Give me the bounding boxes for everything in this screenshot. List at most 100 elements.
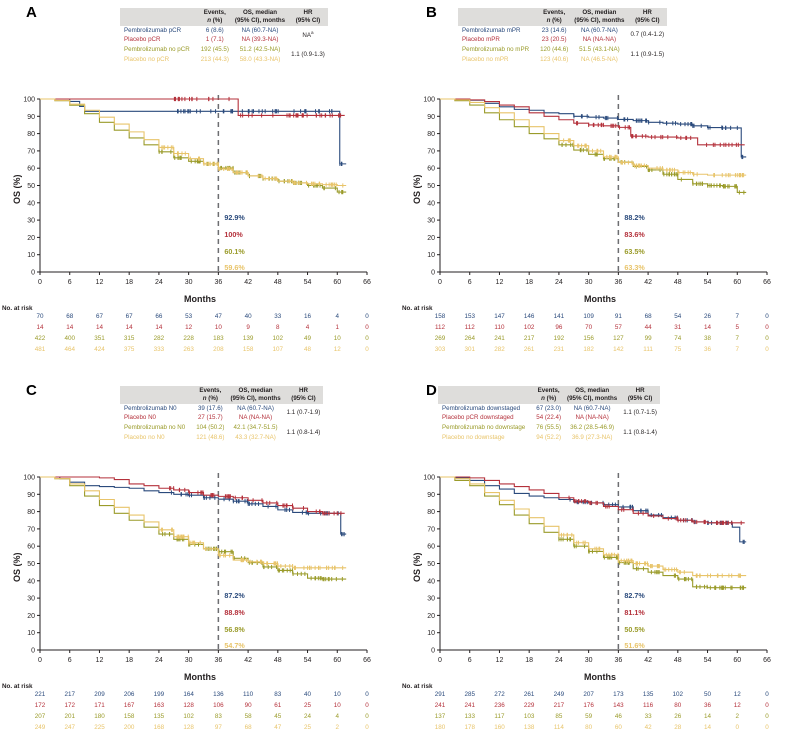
svg-text:24: 24 bbox=[155, 657, 163, 664]
table-header-blank bbox=[120, 386, 194, 404]
table-row-label: Pembrolizumab no pCR bbox=[124, 46, 190, 53]
risk-value: 97 bbox=[214, 724, 222, 731]
risk-value: 25 bbox=[304, 724, 312, 731]
table-row-os: 36.9 (27.3-NA) bbox=[571, 433, 613, 441]
risk-value: 48 bbox=[304, 346, 312, 353]
risk-value: 264 bbox=[464, 335, 475, 342]
risk-value: 142 bbox=[613, 346, 624, 353]
risk-value: 53 bbox=[185, 313, 193, 320]
risk-value: 47 bbox=[214, 313, 222, 320]
risk-value: 80 bbox=[585, 724, 593, 731]
risk-value: 7 bbox=[735, 346, 740, 353]
svg-text:90: 90 bbox=[427, 492, 435, 499]
risk-value: 236 bbox=[494, 702, 505, 709]
table-row-hr: NAa bbox=[302, 30, 314, 40]
risk-value: 164 bbox=[183, 691, 194, 698]
table-header-blank bbox=[458, 8, 538, 26]
svg-text:0: 0 bbox=[431, 270, 435, 277]
svg-text:60: 60 bbox=[27, 544, 35, 551]
table-row-hr: 1.1 (0.9-1.5) bbox=[630, 50, 665, 58]
table-row-os: 51.2 (42.5-NA) bbox=[239, 46, 281, 53]
x-axis-title: Months bbox=[184, 294, 216, 304]
svg-text:70: 70 bbox=[427, 526, 435, 533]
svg-text:60: 60 bbox=[427, 544, 435, 551]
risk-value: 282 bbox=[153, 335, 165, 342]
risk-value: 40 bbox=[244, 313, 252, 320]
risk-value: 103 bbox=[523, 713, 535, 720]
risk-value: 153 bbox=[464, 313, 475, 320]
risk-value: 192 bbox=[553, 335, 565, 342]
svg-text:40: 40 bbox=[27, 578, 35, 585]
svg-text:20: 20 bbox=[27, 235, 35, 242]
risk-value: 183 bbox=[213, 335, 224, 342]
risk-value: 25 bbox=[304, 702, 312, 709]
risk-value: 133 bbox=[464, 713, 475, 720]
x-axis-title: Months bbox=[584, 294, 616, 304]
risk-value: 263 bbox=[183, 346, 194, 353]
table-row-events: 123 (40.6) bbox=[540, 55, 569, 63]
panel-a: A Events, n (%) OS, median (95% CI), months H… bbox=[0, 0, 400, 377]
risk-value: 4 bbox=[335, 713, 340, 720]
table-row-events: 67 (23.0) bbox=[536, 404, 562, 412]
svg-text:42: 42 bbox=[644, 279, 652, 286]
svg-text:10: 10 bbox=[27, 252, 35, 259]
table-row: Placebo N0 27 (15.7) NA (NA-NA) bbox=[120, 413, 324, 423]
svg-text:0: 0 bbox=[31, 648, 35, 655]
risk-value: 228 bbox=[183, 335, 194, 342]
risk-value: 301 bbox=[464, 346, 475, 353]
risk-value: 269 bbox=[434, 335, 446, 342]
risk-value: 249 bbox=[34, 724, 46, 731]
svg-text:80: 80 bbox=[427, 509, 435, 516]
svg-text:42: 42 bbox=[244, 657, 252, 664]
table-row-os: 36.2 (28.5-46.9) bbox=[570, 424, 615, 431]
svg-text:30: 30 bbox=[427, 218, 435, 225]
milestone-annotation: 88.8% bbox=[224, 607, 245, 617]
risk-value: 50 bbox=[704, 691, 712, 698]
svg-text:36: 36 bbox=[214, 279, 222, 286]
risk-value: 158 bbox=[242, 346, 254, 353]
risk-value: 247 bbox=[64, 724, 75, 731]
table-row-events: 192 (45.5) bbox=[200, 46, 229, 53]
risk-value: 249 bbox=[553, 691, 565, 698]
risk-value: 10 bbox=[214, 324, 222, 331]
risk-value: 225 bbox=[94, 724, 105, 731]
svg-text:24: 24 bbox=[555, 279, 563, 286]
svg-text:40: 40 bbox=[27, 200, 35, 207]
risk-value: 217 bbox=[64, 691, 75, 698]
risk-value: 90 bbox=[244, 702, 252, 709]
risk-value: 351 bbox=[94, 335, 105, 342]
risk-value: 70 bbox=[585, 324, 593, 331]
risk-value: 14 bbox=[36, 324, 44, 331]
svg-text:48: 48 bbox=[674, 657, 682, 664]
table-row-label: Pembrolizumab no N0 bbox=[124, 424, 186, 431]
table-row-os: 58.0 (43.3-NA) bbox=[239, 55, 281, 63]
svg-text:90: 90 bbox=[427, 114, 435, 121]
risk-value: 147 bbox=[494, 313, 505, 320]
risk-value: 0 bbox=[765, 346, 769, 353]
risk-value: 4 bbox=[335, 313, 340, 320]
svg-text:36: 36 bbox=[614, 279, 622, 286]
x-axis-title: Months bbox=[184, 672, 216, 682]
table-row: Pembrolizumab no pCR 192 (45.5) 51.2 (42.5… bbox=[120, 45, 328, 58]
risk-value: 282 bbox=[494, 346, 505, 353]
svg-text:10: 10 bbox=[427, 252, 435, 259]
risk-value: 114 bbox=[553, 724, 564, 731]
risk-value: 400 bbox=[64, 335, 75, 342]
svg-text:12: 12 bbox=[496, 279, 504, 286]
risk-value: 0 bbox=[365, 724, 369, 731]
table-row-os: NA (60.7-NA) bbox=[237, 404, 274, 412]
svg-text:30: 30 bbox=[185, 279, 193, 286]
risk-value: 109 bbox=[583, 313, 594, 320]
risk-value: 67 bbox=[125, 313, 133, 320]
table-row-hr: 1.1 (0.7-1.9) bbox=[286, 409, 321, 417]
svg-text:100: 100 bbox=[423, 97, 435, 104]
risk-value: 14 bbox=[704, 724, 712, 731]
risk-value: 172 bbox=[34, 702, 46, 709]
table-row-label: Placebo pCR downstaged bbox=[442, 414, 514, 422]
risk-value: 67 bbox=[95, 313, 103, 320]
risk-value: 117 bbox=[494, 713, 505, 720]
table-row-events: 104 (50.2) bbox=[196, 424, 225, 431]
risk-value: 0 bbox=[765, 702, 769, 709]
risk-value: 42 bbox=[644, 724, 652, 731]
